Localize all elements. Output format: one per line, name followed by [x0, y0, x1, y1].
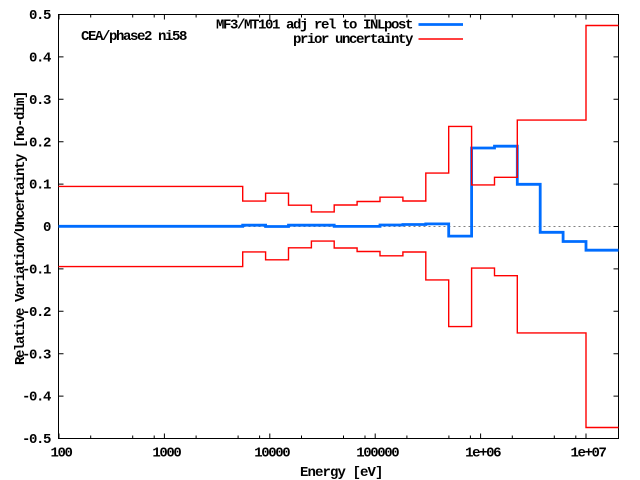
svg-text:100: 100 — [50, 446, 72, 462]
svg-text:Energy [eV]: Energy [eV] — [300, 465, 383, 480]
svg-text:MF3/MT101 adj rel to INLpost: MF3/MT101 adj rel to INLpost — [216, 18, 413, 34]
svg-text:0.2: 0.2 — [29, 135, 51, 151]
svg-text:0.4: 0.4 — [29, 51, 51, 67]
svg-text:0: 0 — [43, 220, 51, 236]
svg-text:Relative Variation/Uncertainty: Relative Variation/Uncertainty [no-dim] — [13, 92, 29, 365]
svg-text:0.1: 0.1 — [29, 178, 51, 194]
svg-text:-0.5: -0.5 — [22, 432, 51, 448]
svg-text:-0.2: -0.2 — [22, 305, 51, 321]
svg-text:0.5: 0.5 — [29, 8, 51, 24]
svg-text:1e+06: 1e+06 — [465, 446, 501, 462]
svg-text:-0.1: -0.1 — [22, 263, 51, 279]
svg-text:CEA/phase2 ni58: CEA/phase2 ni58 — [81, 29, 187, 45]
svg-text:0.3: 0.3 — [29, 93, 51, 109]
svg-text:1e+07: 1e+07 — [570, 446, 606, 462]
svg-text:10000: 10000 — [254, 446, 290, 462]
svg-text:prior uncertainty: prior uncertainty — [293, 32, 414, 48]
svg-text:100000: 100000 — [356, 446, 399, 462]
svg-text:-0.3: -0.3 — [22, 347, 51, 363]
svg-text:1000: 1000 — [152, 446, 181, 462]
svg-text:-0.4: -0.4 — [22, 390, 51, 406]
